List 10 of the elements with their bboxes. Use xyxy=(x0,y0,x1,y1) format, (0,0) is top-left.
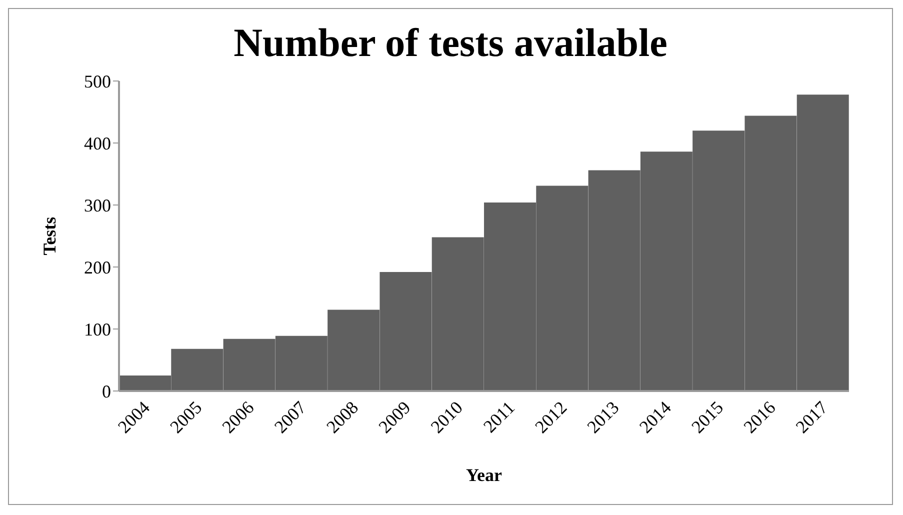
x-tick-label: 2011 xyxy=(479,397,519,436)
y-tick-label: 200 xyxy=(84,257,111,278)
y-axis-title: Tests xyxy=(39,216,60,256)
y-tick-label: 0 xyxy=(102,381,111,402)
y-tick-label: 500 xyxy=(84,71,111,92)
y-tick-label: 400 xyxy=(84,133,111,154)
chart-title: Number of tests available xyxy=(232,19,668,66)
y-tick-label: 100 xyxy=(84,319,111,340)
x-axis-title: Year xyxy=(466,465,502,485)
y-tick-label: 300 xyxy=(84,195,111,216)
